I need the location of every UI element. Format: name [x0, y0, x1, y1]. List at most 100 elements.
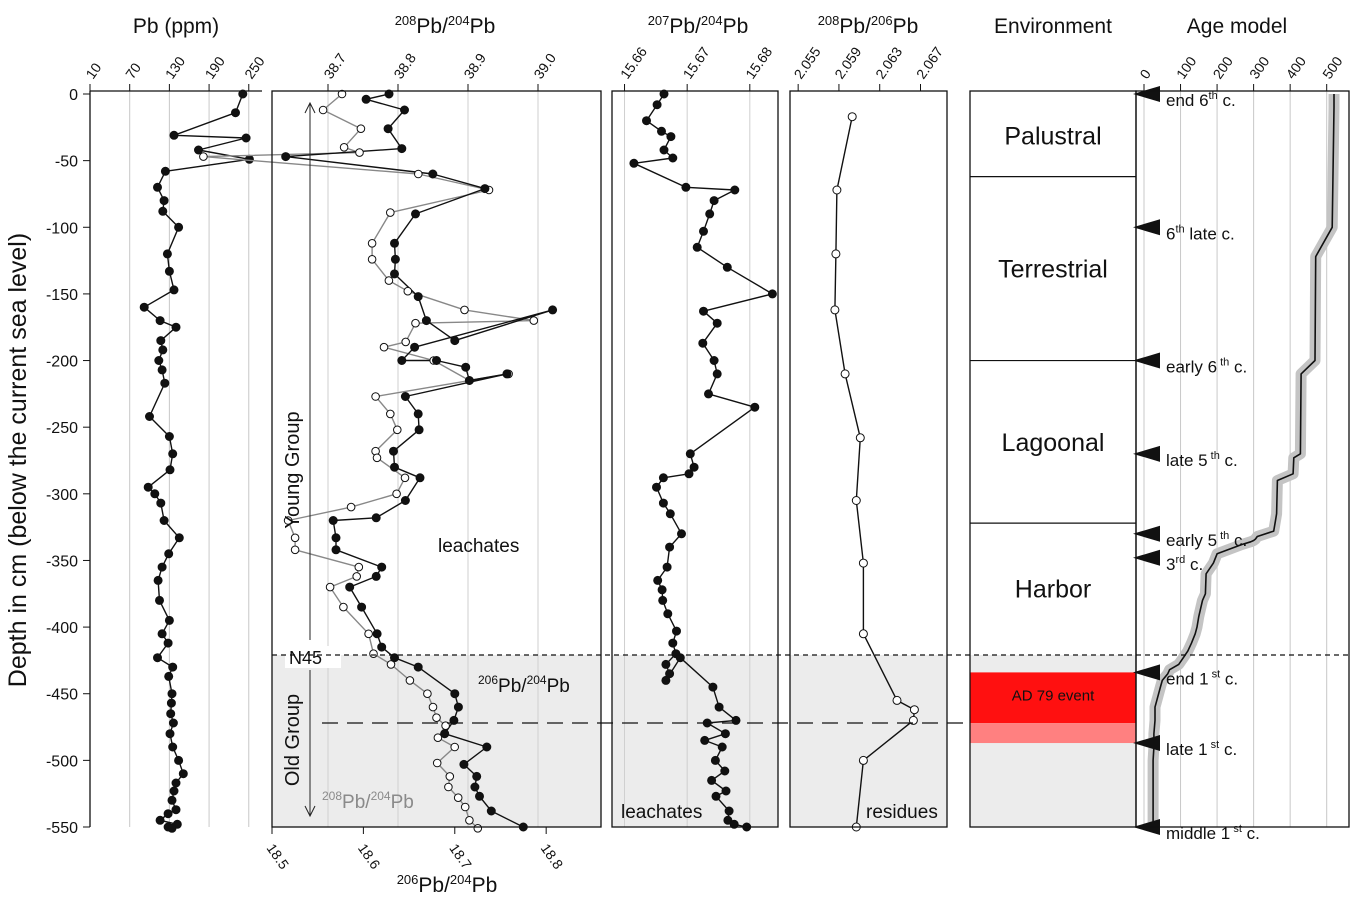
pb207-204-series-point [767, 289, 777, 299]
pb206-204-series-point [428, 169, 438, 179]
pb208-204-series-point [450, 742, 460, 752]
pb208-204-series-point [529, 316, 539, 325]
pb206-204-series-point [464, 376, 474, 385]
environment-zone-label: Terrestrial [998, 256, 1108, 284]
pb-series-point [174, 755, 184, 765]
pb206-204-series-point [440, 729, 450, 739]
pb207-204-series-point [711, 791, 721, 801]
pb207-204-series-point [721, 786, 731, 796]
age-marker-label: 3rd c. [1166, 554, 1203, 574]
y-axis-tick-label: -200 [46, 354, 78, 371]
pb208-204-series-point [367, 254, 377, 264]
y-axis-label: Depth in cm (below the current sea level… [4, 233, 32, 687]
pb208-204-series-point [432, 758, 442, 768]
pb208-204-series-point [318, 105, 328, 115]
pb208-204-series-point [364, 629, 373, 639]
pb206-204-series-point [413, 292, 423, 302]
pb208-204-axis-tick-label: 38.9 [460, 50, 489, 82]
pb208-206-series-point [858, 755, 868, 765]
pb207-204-series-point [658, 595, 668, 605]
young-group-label: Young Group [282, 411, 304, 528]
pb206-204-series-point [281, 152, 291, 162]
age-marker-arrow [1133, 664, 1160, 681]
pb207-204-series-point [723, 815, 733, 825]
pb208-204-series-point [290, 545, 300, 555]
pb-series-point [169, 285, 179, 295]
pb207-204-series-point [692, 242, 702, 252]
pb207-204-series-point [659, 145, 669, 155]
pb-series-point [165, 729, 175, 739]
pb206-204-axis-tick-label: 18.5 [264, 841, 293, 873]
pb206-204-series-point [450, 689, 460, 699]
pb206-204-axis-tick-label: 18.8 [538, 841, 567, 873]
pb207-204-series-point [652, 100, 662, 110]
pb208-204-series-point [460, 802, 470, 812]
pb207-204-series-point [652, 482, 661, 492]
pb207-204-series-point [707, 775, 717, 785]
pb-series-point [167, 795, 177, 805]
pb208-204-series-point [337, 89, 347, 99]
pb206-204-series-point [411, 209, 420, 219]
pb206-204-series-point [390, 254, 400, 264]
pb207-204-series-point [730, 185, 740, 195]
y-axis-tick-label: -50 [55, 154, 78, 171]
pb-series-point [159, 196, 169, 206]
age-marker-label: end 1 st c. [1166, 668, 1238, 688]
pb207-204-series-point [709, 356, 719, 365]
age-marker-arrow [1133, 219, 1160, 236]
ad79-event-band [970, 672, 1136, 724]
pb-series-point [156, 336, 166, 346]
pb-series-point [155, 316, 165, 326]
pb207-204-series-point [720, 729, 730, 739]
pb208-204-series-point [392, 489, 401, 499]
pb207-204-series-point [722, 262, 732, 272]
panel-frame-pb208-206 [789, 90, 948, 828]
pb207-204-series-point [700, 735, 710, 745]
pb206-204-series-point [372, 629, 382, 639]
pb207-204-series-point [677, 529, 686, 539]
pb-series-point [171, 805, 181, 815]
pb207-204-series-point [698, 338, 708, 348]
pb-series-point [157, 562, 167, 572]
pb206-204-series-point [459, 759, 469, 769]
pb-series-point [153, 182, 162, 192]
pb207-204-series-point [709, 196, 719, 206]
pb-series-point [164, 432, 174, 441]
pb208-206-axis-tick-label: 2.059 [831, 44, 864, 82]
title-pb208-206: 208Pb/206Pb [818, 13, 919, 38]
titles: Pb (ppm) 208Pb/204Pb 207Pb/204Pb 208Pb/2… [4, 13, 1287, 897]
y-axis-tick-label: -450 [46, 687, 78, 704]
pb-series-point [164, 549, 174, 559]
pb206-204-series-point [390, 462, 399, 472]
age-marker-label: late 5 th c. [1166, 450, 1238, 470]
pb206-204-series-point [502, 369, 512, 379]
pb207-204-series-point [663, 609, 673, 619]
pb208-206-series-point [851, 496, 861, 505]
panel-frame-age-model [1135, 90, 1350, 828]
pb208-206-series-point [847, 112, 857, 122]
age-marker-label: middle 1 st c. [1166, 823, 1260, 843]
old-group-label: Old Group [282, 694, 304, 786]
old-group-arrowhead [304, 805, 316, 818]
pb206-204-series-point [400, 105, 409, 115]
pb206-204-series-point [414, 425, 424, 435]
pb208-204-series-point [473, 824, 483, 833]
pb208-204-series-point [444, 782, 453, 792]
pb207-204-series-point [685, 449, 695, 459]
pb206-204-series-point [432, 356, 441, 365]
pb206-204-series-point [413, 409, 423, 419]
age-model-axis-tick-label: 100 [1173, 53, 1200, 81]
pb-series-point [231, 108, 240, 118]
pb207-204-series-point [708, 682, 718, 692]
title-pb208-204: 208Pb/204Pb [395, 13, 496, 38]
pb208-204-series-point [199, 152, 208, 161]
pb208-204-series-point [354, 562, 364, 572]
pb208-204-series-point [460, 305, 469, 315]
age-marker-arrow [1133, 86, 1160, 102]
pb206-204-axis-tick-label: 18.7 [446, 841, 475, 873]
pb-series-point [160, 166, 170, 176]
pb208-204-series-point [400, 473, 410, 483]
environment-zone-label: Harbor [1015, 575, 1091, 603]
pb208-204-series-point [386, 660, 396, 669]
pb206-204-series-point [371, 571, 381, 581]
